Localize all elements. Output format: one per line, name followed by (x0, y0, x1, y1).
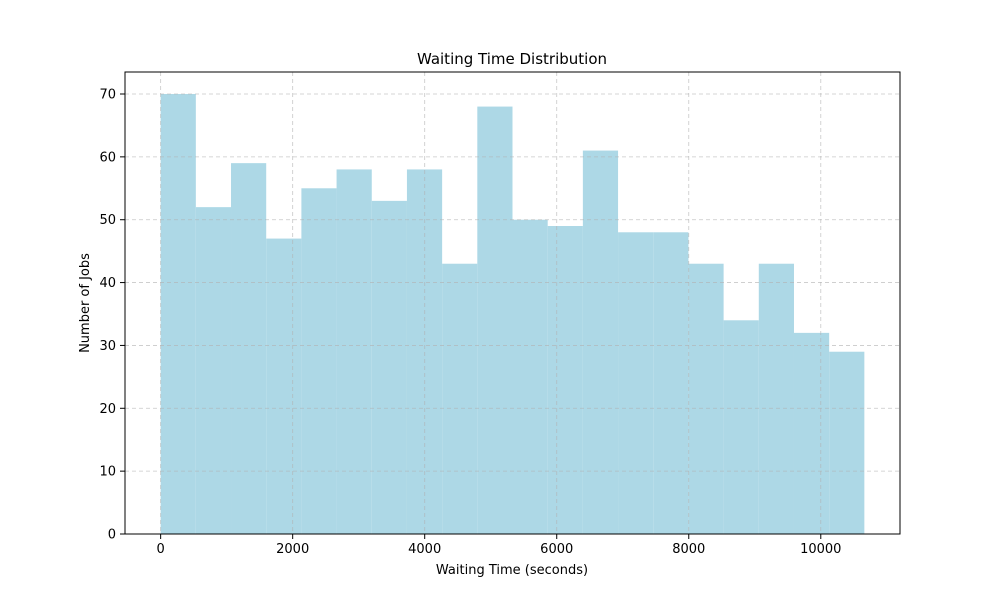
x-tick-label: 2000 (276, 542, 309, 557)
y-tick-label: 70 (99, 88, 116, 103)
histogram-bar (336, 169, 372, 534)
x-axis-title: Waiting Time (seconds) (436, 563, 588, 578)
histogram-bar (547, 226, 583, 534)
y-tick-label: 40 (99, 276, 116, 291)
x-tick-label: 0 (157, 542, 165, 557)
y-tick-label: 10 (99, 465, 116, 480)
bars-group (160, 94, 865, 535)
histogram-bar (582, 150, 619, 535)
y-tick-label: 50 (99, 213, 116, 228)
histogram-bar (266, 238, 302, 535)
x-tick-label: 10000 (800, 542, 841, 557)
histogram-bar (231, 163, 267, 534)
histogram-bar (793, 332, 830, 534)
x-axis-ticks: 0 2000 4000 6000 8000 10000 (157, 534, 841, 557)
histogram-bar (442, 263, 478, 534)
x-tick-label: 6000 (540, 542, 573, 557)
y-tick-label: 20 (99, 402, 116, 417)
y-tick-label: 60 (99, 150, 116, 165)
histogram-bar (653, 232, 689, 535)
y-tick-label: 0 (108, 528, 116, 543)
plot-frame (124, 71, 901, 535)
y-tick-label: 30 (99, 339, 116, 354)
histogram-bar (723, 320, 759, 534)
y-axis-ticks: 0 10 20 30 40 50 60 70 (99, 88, 125, 543)
x-tick-label: 4000 (408, 542, 441, 557)
chart-title: Waiting Time Distribution (417, 50, 607, 68)
histogram-bar (477, 106, 513, 535)
histogram-bar (758, 263, 794, 534)
histogram-bar (195, 207, 232, 534)
histogram-bar (301, 188, 337, 535)
histogram-bar (829, 351, 865, 534)
histogram-bar (512, 219, 548, 534)
histogram-bar (688, 263, 724, 534)
x-tick-label: 8000 (672, 542, 705, 557)
histogram-bar (371, 200, 407, 534)
histogram-bar (618, 232, 654, 535)
y-axis-title: Number of Jobs (78, 253, 93, 353)
histogram-bar (160, 94, 196, 534)
